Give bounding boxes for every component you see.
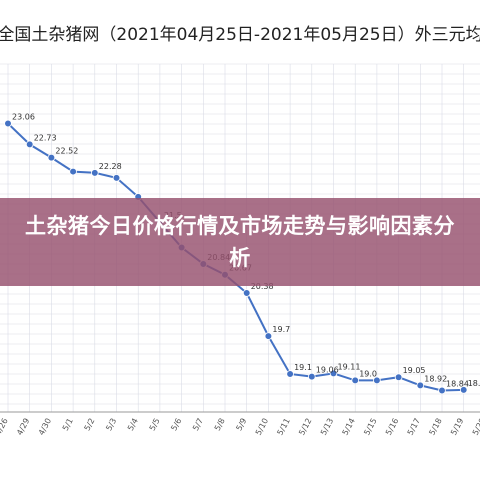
data-label: 19.11 [338, 362, 361, 371]
data-point [394, 373, 403, 382]
data-point [438, 386, 446, 395]
data-point [69, 167, 77, 176]
data-point [459, 386, 468, 394]
data-label: 22.28 [99, 162, 122, 171]
data-label: 18.92 [424, 374, 447, 383]
data-point [286, 370, 294, 378]
data-label: 18.85 [468, 379, 480, 388]
data-point [264, 332, 273, 340]
data-point [373, 376, 381, 385]
data-label: 23.06 [12, 112, 35, 121]
data-point [242, 289, 251, 297]
data-point [112, 174, 121, 182]
banner-title[interactable]: 土杂猪今日价格行情及市场走势与影响因素分析 [25, 214, 455, 270]
data-point [25, 140, 34, 149]
data-label: 22.52 [55, 147, 78, 156]
data-label: 19.06 [316, 366, 339, 375]
data-label: 20.38 [251, 282, 274, 291]
chart-title: 全国土杂猪网（2021年04月25日-2021年05月25日）外三元均 [0, 25, 480, 45]
data-point [329, 369, 338, 378]
data-label: 19.05 [403, 366, 426, 375]
data-label: 19.0 [359, 369, 377, 378]
data-label: 19.1 [294, 363, 312, 372]
data-labels: 23.0622.7322.5222.2821.520.8420.6720.381… [12, 112, 480, 388]
data-label: 19.7 [272, 325, 290, 334]
data-point [351, 376, 360, 385]
data-point [47, 153, 56, 162]
data-point [416, 381, 425, 390]
x-tick-label: 5/20 [471, 417, 480, 437]
data-label: 22.73 [34, 133, 57, 142]
x-tick-label: 4/26 [0, 417, 10, 437]
data-point [4, 119, 12, 128]
data-point [91, 169, 99, 177]
title-banner: 土杂猪今日价格行情及市场走势与影响因素分析 [0, 198, 480, 286]
data-label: 18.84 [446, 379, 469, 388]
data-point [307, 372, 316, 381]
